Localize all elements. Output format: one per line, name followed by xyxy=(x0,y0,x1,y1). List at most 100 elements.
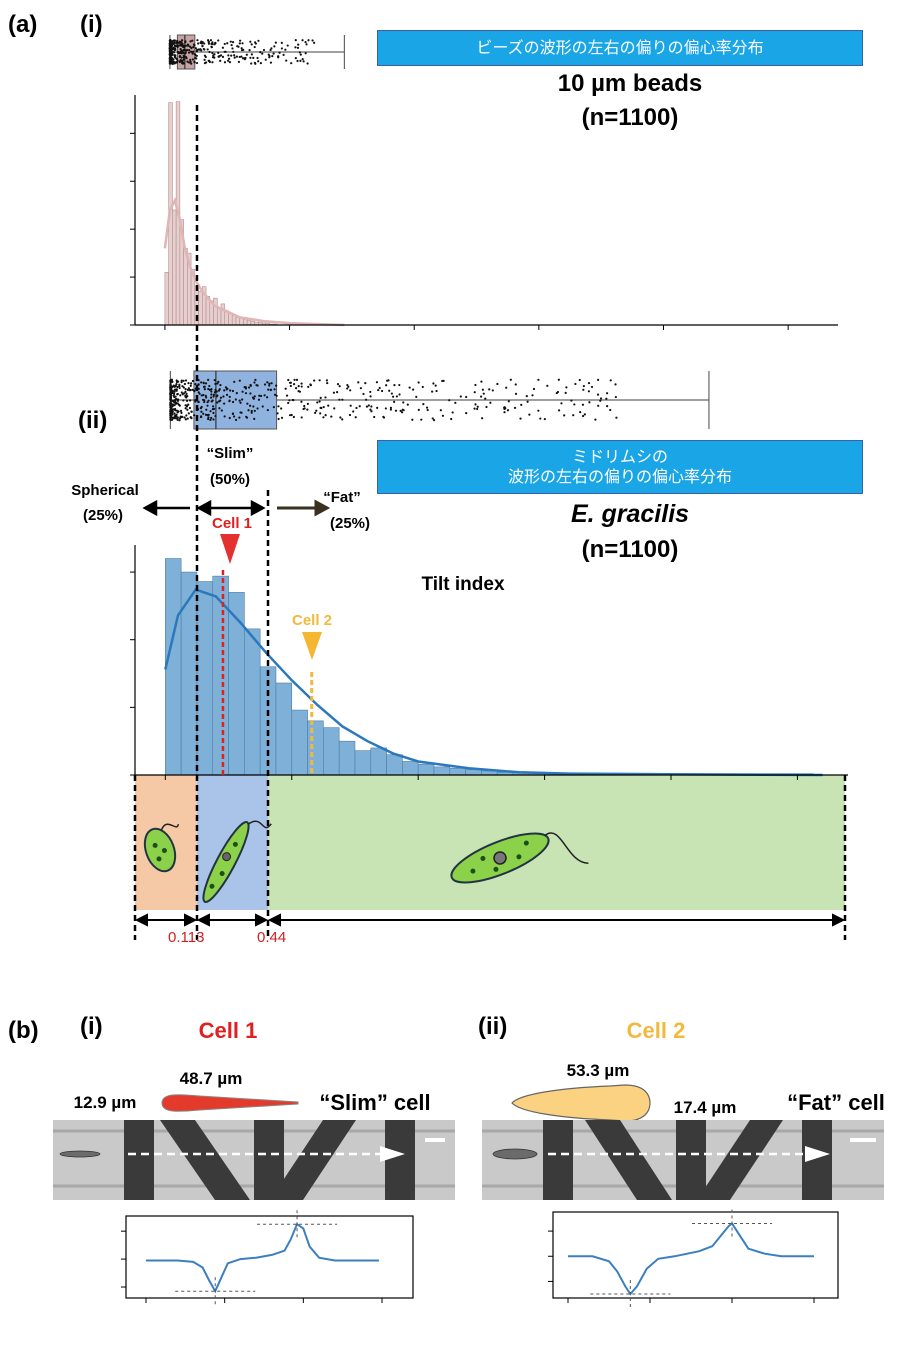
kde-curve xyxy=(163,196,345,327)
outlier-point xyxy=(596,393,600,396)
outlier-point xyxy=(169,380,172,384)
outlier-point xyxy=(184,394,187,397)
outlier-point xyxy=(181,44,184,47)
outlier-point xyxy=(238,42,241,45)
outlier-point xyxy=(185,396,188,399)
outlier-point xyxy=(206,48,209,51)
outlier-point xyxy=(199,407,202,410)
outlier-point xyxy=(173,399,176,402)
outlier-point xyxy=(382,416,386,419)
outlier-point xyxy=(253,417,256,420)
outlier-point xyxy=(170,60,173,63)
outlier-point xyxy=(182,399,185,402)
histogram-bar xyxy=(183,248,188,326)
outlier-point xyxy=(369,395,372,398)
outlier-point xyxy=(228,57,231,60)
slim-label: “Slim” xyxy=(207,445,254,462)
outlier-point xyxy=(393,384,396,387)
kde-curve xyxy=(164,588,823,777)
outlier-point xyxy=(173,388,176,391)
outlier-point xyxy=(578,378,581,382)
outlier-point xyxy=(177,51,181,55)
outlier-point xyxy=(318,400,321,403)
outlier-point xyxy=(422,402,425,406)
outlier-point xyxy=(459,395,462,398)
outlier-point xyxy=(480,395,483,398)
outlier-point xyxy=(176,399,180,403)
outlier-point xyxy=(175,415,178,418)
outlier-point xyxy=(401,408,404,411)
fat-region xyxy=(268,775,845,910)
outlier-point xyxy=(273,45,276,48)
outlier-point xyxy=(266,381,269,384)
outlier-point xyxy=(231,412,234,416)
outlier-point xyxy=(415,395,418,398)
histogram-bar xyxy=(228,313,233,326)
outlier-point xyxy=(420,418,423,421)
outlier-point xyxy=(219,59,222,62)
outlier-point xyxy=(202,412,205,415)
outlier-point xyxy=(203,400,206,404)
outlier-point xyxy=(539,417,542,420)
histogram-bar xyxy=(235,317,241,326)
outlier-point xyxy=(250,411,253,414)
outlier-point xyxy=(313,379,316,382)
outlier-point xyxy=(398,393,401,396)
outlier-point xyxy=(189,384,192,387)
outlier-point xyxy=(426,408,429,412)
outlier-point xyxy=(302,407,305,411)
cell2-marker-arrow xyxy=(302,632,322,660)
outlier-point xyxy=(181,61,184,64)
outlier-point xyxy=(235,392,238,395)
outlier-point xyxy=(484,397,487,400)
outlier-point xyxy=(173,415,176,418)
outlier-point xyxy=(280,407,283,410)
outlier-point xyxy=(509,378,512,381)
outlier-point xyxy=(435,389,438,393)
outlier-point xyxy=(175,42,178,45)
outlier-point xyxy=(185,414,188,417)
cell2-title: Cell 2 xyxy=(627,1018,686,1043)
outlier-point xyxy=(182,386,185,389)
outlier-point xyxy=(186,43,190,46)
outlier-point xyxy=(370,405,373,408)
outlier-point xyxy=(273,388,276,391)
outlier-point xyxy=(246,402,249,405)
outlier-point xyxy=(173,62,177,65)
outlier-point xyxy=(267,53,270,56)
current-line xyxy=(146,1222,379,1294)
outlier-point xyxy=(239,411,242,414)
outlier-point xyxy=(309,383,312,386)
outlier-point xyxy=(609,408,612,412)
outlier-point xyxy=(417,408,420,411)
outlier-point xyxy=(296,59,299,63)
outlier-point xyxy=(579,411,582,414)
outlier-point xyxy=(354,416,357,419)
outlier-point xyxy=(503,411,506,414)
outlier-point xyxy=(203,388,206,391)
outlier-point xyxy=(226,42,229,45)
outlier-point xyxy=(240,47,243,50)
outlier-point xyxy=(288,399,291,402)
histogram-bar xyxy=(243,318,248,326)
outlier-point xyxy=(169,390,172,393)
outlier-point xyxy=(208,384,211,388)
outlier-point xyxy=(299,53,302,56)
outlier-point xyxy=(355,406,358,410)
outlier-point xyxy=(531,394,534,397)
panel-b-ii-label: (ii) xyxy=(478,1013,507,1040)
outlier-point xyxy=(189,40,192,43)
cell2-type: “Fat” cell xyxy=(787,1090,885,1115)
outlier-point xyxy=(263,394,266,397)
outlier-point xyxy=(304,52,307,55)
outlier-point xyxy=(241,390,244,393)
outlier-point xyxy=(211,61,214,64)
outlier-point xyxy=(209,39,213,42)
outlier-point xyxy=(185,48,189,52)
outlier-point xyxy=(202,393,205,397)
outlier-point xyxy=(203,58,206,61)
outlier-point xyxy=(325,379,329,382)
outlier-point xyxy=(209,396,213,399)
outlier-point xyxy=(307,385,310,388)
outlier-point xyxy=(170,49,173,52)
